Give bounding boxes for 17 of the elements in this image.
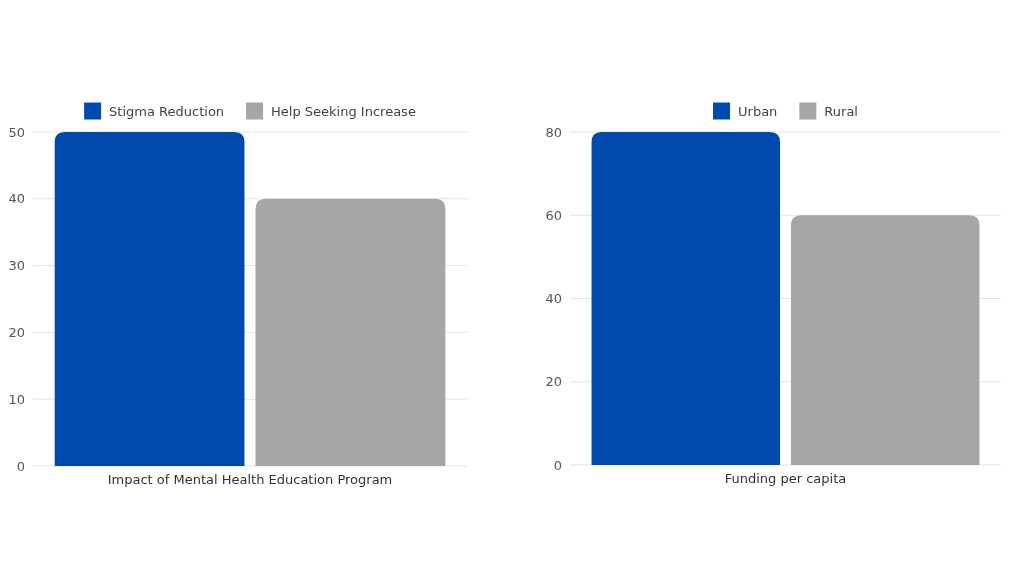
legend-label: Stigma Reduction [109, 103, 225, 119]
y-tick-label: 40 [8, 191, 25, 207]
legend-label: Urban [738, 103, 778, 119]
y-tick-label: 50 [8, 124, 25, 140]
y-tick-label: 40 [545, 291, 562, 307]
y-tick-label: 30 [8, 258, 25, 274]
y-tick-label: 0 [16, 458, 25, 474]
y-tick-label: 20 [8, 324, 25, 340]
x-tick-label: Impact of Mental Health Education Program [107, 472, 393, 487]
y-tick-label: 60 [545, 207, 562, 223]
y-tick-label: 10 [8, 391, 25, 407]
x-tick-label: Funding per capita [724, 471, 847, 486]
y-tick-label: 0 [553, 457, 562, 473]
y-tick-label: 80 [545, 124, 562, 140]
legend-label: Rural [824, 103, 858, 119]
y-tick-label: 20 [545, 374, 562, 390]
legend-label: Help Seeking Increase [271, 103, 416, 119]
